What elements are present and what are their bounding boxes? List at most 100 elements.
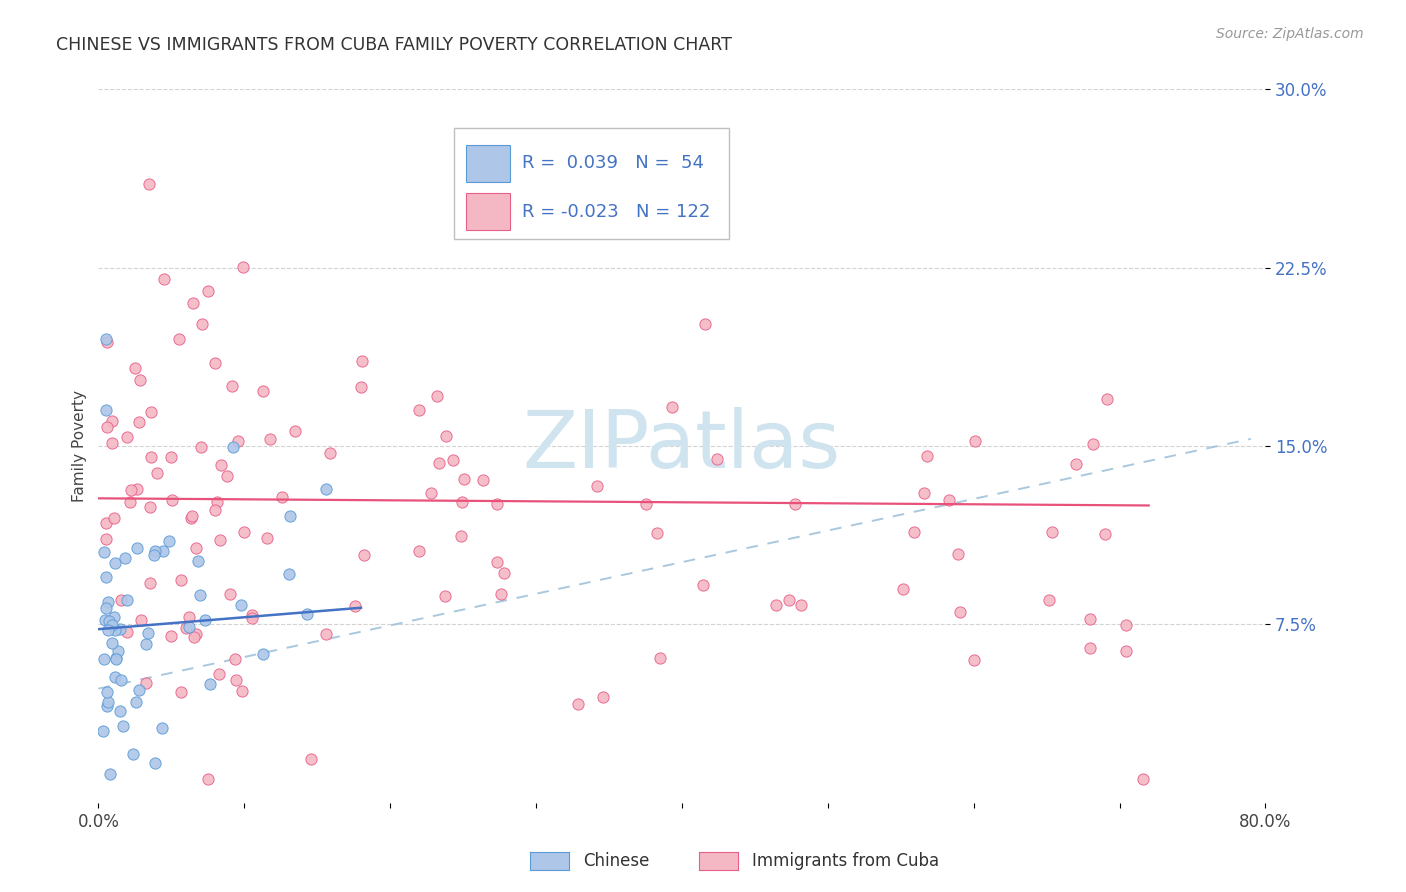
Point xyxy=(93,545,115,559)
Point xyxy=(177,620,200,634)
Y-axis label: Family Poverty: Family Poverty xyxy=(72,390,87,502)
Point xyxy=(191,318,214,332)
Point xyxy=(1094,526,1116,541)
Point xyxy=(96,685,118,699)
Point xyxy=(965,434,987,448)
Point xyxy=(105,650,128,665)
Point xyxy=(451,494,474,508)
Point xyxy=(174,620,197,634)
Point xyxy=(128,682,150,697)
Point xyxy=(1038,592,1060,607)
Point xyxy=(586,479,609,493)
Text: ZIPatlas: ZIPatlas xyxy=(523,407,841,485)
Point xyxy=(112,718,135,732)
Point xyxy=(124,360,146,375)
Point xyxy=(962,653,984,667)
Point xyxy=(179,609,201,624)
Point xyxy=(138,178,160,192)
Point xyxy=(96,335,118,350)
Point xyxy=(224,652,246,666)
Point xyxy=(353,548,375,562)
Point xyxy=(91,724,114,739)
Point xyxy=(152,721,174,735)
Point xyxy=(180,509,202,524)
Point xyxy=(259,432,281,446)
Point xyxy=(426,389,449,403)
Point xyxy=(946,547,969,561)
Point xyxy=(103,609,125,624)
Point xyxy=(1132,772,1154,786)
Point xyxy=(141,405,163,419)
Point xyxy=(408,403,430,417)
Point xyxy=(167,332,190,346)
Point xyxy=(197,772,219,786)
Point xyxy=(299,751,322,765)
Point xyxy=(143,549,166,563)
Point xyxy=(101,413,124,427)
Point xyxy=(94,601,117,615)
Point xyxy=(96,533,118,547)
Point xyxy=(1095,392,1118,407)
Point xyxy=(789,598,811,612)
Point xyxy=(706,452,728,467)
Point xyxy=(94,403,117,417)
Point xyxy=(915,449,938,463)
Point xyxy=(434,429,457,443)
Point xyxy=(492,566,515,580)
Point xyxy=(912,485,935,500)
Point xyxy=(101,435,124,450)
Point xyxy=(139,450,162,465)
Point xyxy=(229,598,252,612)
Point xyxy=(453,472,475,486)
Point xyxy=(271,491,294,505)
Point xyxy=(471,473,494,487)
Point xyxy=(94,516,117,531)
Point xyxy=(650,651,672,665)
Point xyxy=(295,607,318,621)
Point xyxy=(284,424,307,438)
Point xyxy=(1080,641,1102,656)
Point xyxy=(129,613,152,627)
Point xyxy=(1078,611,1101,625)
Point xyxy=(252,647,274,661)
Point xyxy=(125,541,148,556)
Point xyxy=(159,629,181,643)
Point xyxy=(115,592,138,607)
Point xyxy=(93,613,115,627)
Point xyxy=(152,544,174,558)
Text: R =  0.039   N =  54: R = 0.039 N = 54 xyxy=(522,154,704,172)
Point xyxy=(219,587,242,601)
Point xyxy=(107,644,129,658)
Point xyxy=(97,595,120,609)
Point xyxy=(117,430,139,444)
Point xyxy=(441,452,464,467)
Text: Source: ZipAtlas.com: Source: ZipAtlas.com xyxy=(1216,27,1364,41)
Point xyxy=(194,613,217,627)
Point xyxy=(135,676,157,690)
Point xyxy=(94,332,117,346)
Point xyxy=(486,555,509,569)
Point xyxy=(187,554,209,568)
Point xyxy=(125,695,148,709)
Point xyxy=(170,685,193,699)
Point xyxy=(1115,617,1137,632)
Point xyxy=(101,618,124,632)
Point xyxy=(108,622,131,636)
Point xyxy=(636,497,658,511)
Point xyxy=(188,588,211,602)
Point xyxy=(153,272,176,286)
Point xyxy=(180,511,202,525)
Point xyxy=(938,493,960,508)
Point xyxy=(120,483,142,497)
Point xyxy=(197,285,219,299)
Point xyxy=(170,573,193,587)
Point xyxy=(98,766,121,780)
Point xyxy=(343,599,366,614)
Point xyxy=(427,456,450,470)
Point xyxy=(120,495,142,509)
Point xyxy=(225,673,247,688)
Point xyxy=(105,652,128,666)
Point xyxy=(184,627,207,641)
Point xyxy=(208,666,231,681)
Point xyxy=(1115,643,1137,657)
